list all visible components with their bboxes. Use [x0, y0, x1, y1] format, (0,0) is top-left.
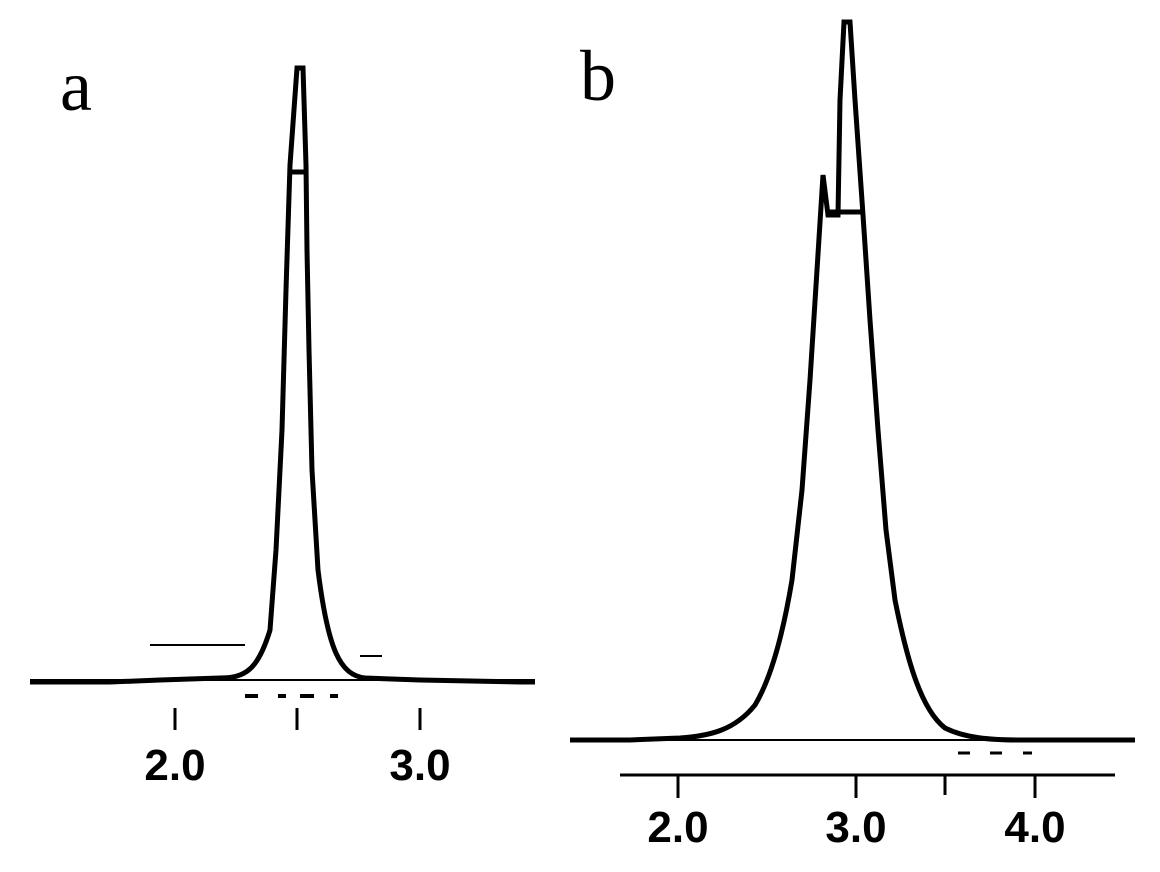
tick-label-a-2.0: 2.0 — [144, 741, 205, 790]
spectrum-panel-b: b 2.0 3.0 4.0 — [560, 0, 1140, 870]
tick-label-a-3.0: 3.0 — [389, 741, 450, 790]
peak-curve-a — [30, 68, 535, 682]
spectrum-chart-a: 2.0 3.0 — [20, 30, 540, 810]
tick-label-b-3.0: 3.0 — [825, 803, 886, 852]
spectrum-chart-b: 2.0 3.0 4.0 — [560, 0, 1140, 870]
tick-label-b-2.0: 2.0 — [647, 803, 708, 852]
spectrum-panel-a: a 2.0 3.0 — [20, 30, 540, 810]
peak-curve-b — [570, 22, 1135, 740]
tick-label-b-4.0: 4.0 — [1004, 803, 1065, 852]
